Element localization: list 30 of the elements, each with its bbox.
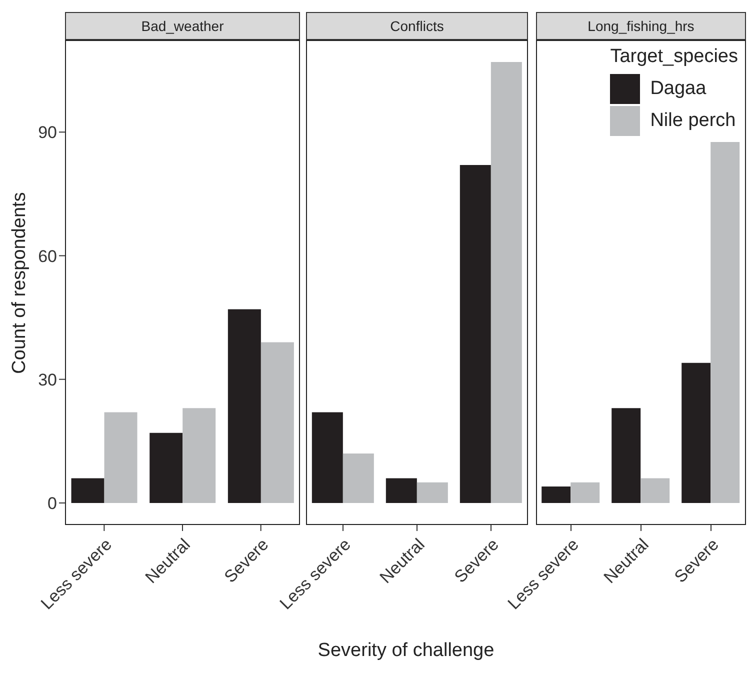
bar bbox=[542, 486, 571, 503]
bar bbox=[710, 140, 740, 503]
legend-label: Dagaa bbox=[650, 78, 706, 100]
bar bbox=[490, 62, 522, 503]
bar bbox=[682, 362, 711, 503]
y-tick-label: 0 bbox=[48, 494, 57, 513]
bar bbox=[71, 478, 104, 503]
bar bbox=[260, 342, 294, 503]
bar bbox=[416, 482, 448, 503]
y-tick-label: 60 bbox=[38, 246, 57, 266]
x-axis-title: Severity of challenge bbox=[318, 640, 494, 662]
bar bbox=[612, 408, 641, 503]
legend-label: Nile perch bbox=[650, 110, 736, 132]
y-tick-label: 90 bbox=[38, 123, 57, 142]
bar bbox=[460, 165, 491, 503]
bar bbox=[386, 478, 417, 503]
y-axis-title: Count of respondents bbox=[9, 192, 31, 374]
bar bbox=[228, 309, 261, 503]
legend-title: Target_species bbox=[610, 46, 738, 68]
chart-title: Bad_weather bbox=[65, 12, 300, 40]
chart-title: Conflicts bbox=[306, 12, 528, 40]
bar bbox=[342, 454, 374, 503]
bar bbox=[182, 408, 216, 503]
bar bbox=[104, 412, 138, 503]
bar bbox=[150, 432, 183, 503]
y-tick-label: 30 bbox=[38, 370, 57, 390]
bar bbox=[312, 412, 343, 503]
chart-title: Long_fishing_hrs bbox=[536, 12, 746, 40]
bar bbox=[640, 478, 670, 503]
bar bbox=[570, 482, 600, 503]
